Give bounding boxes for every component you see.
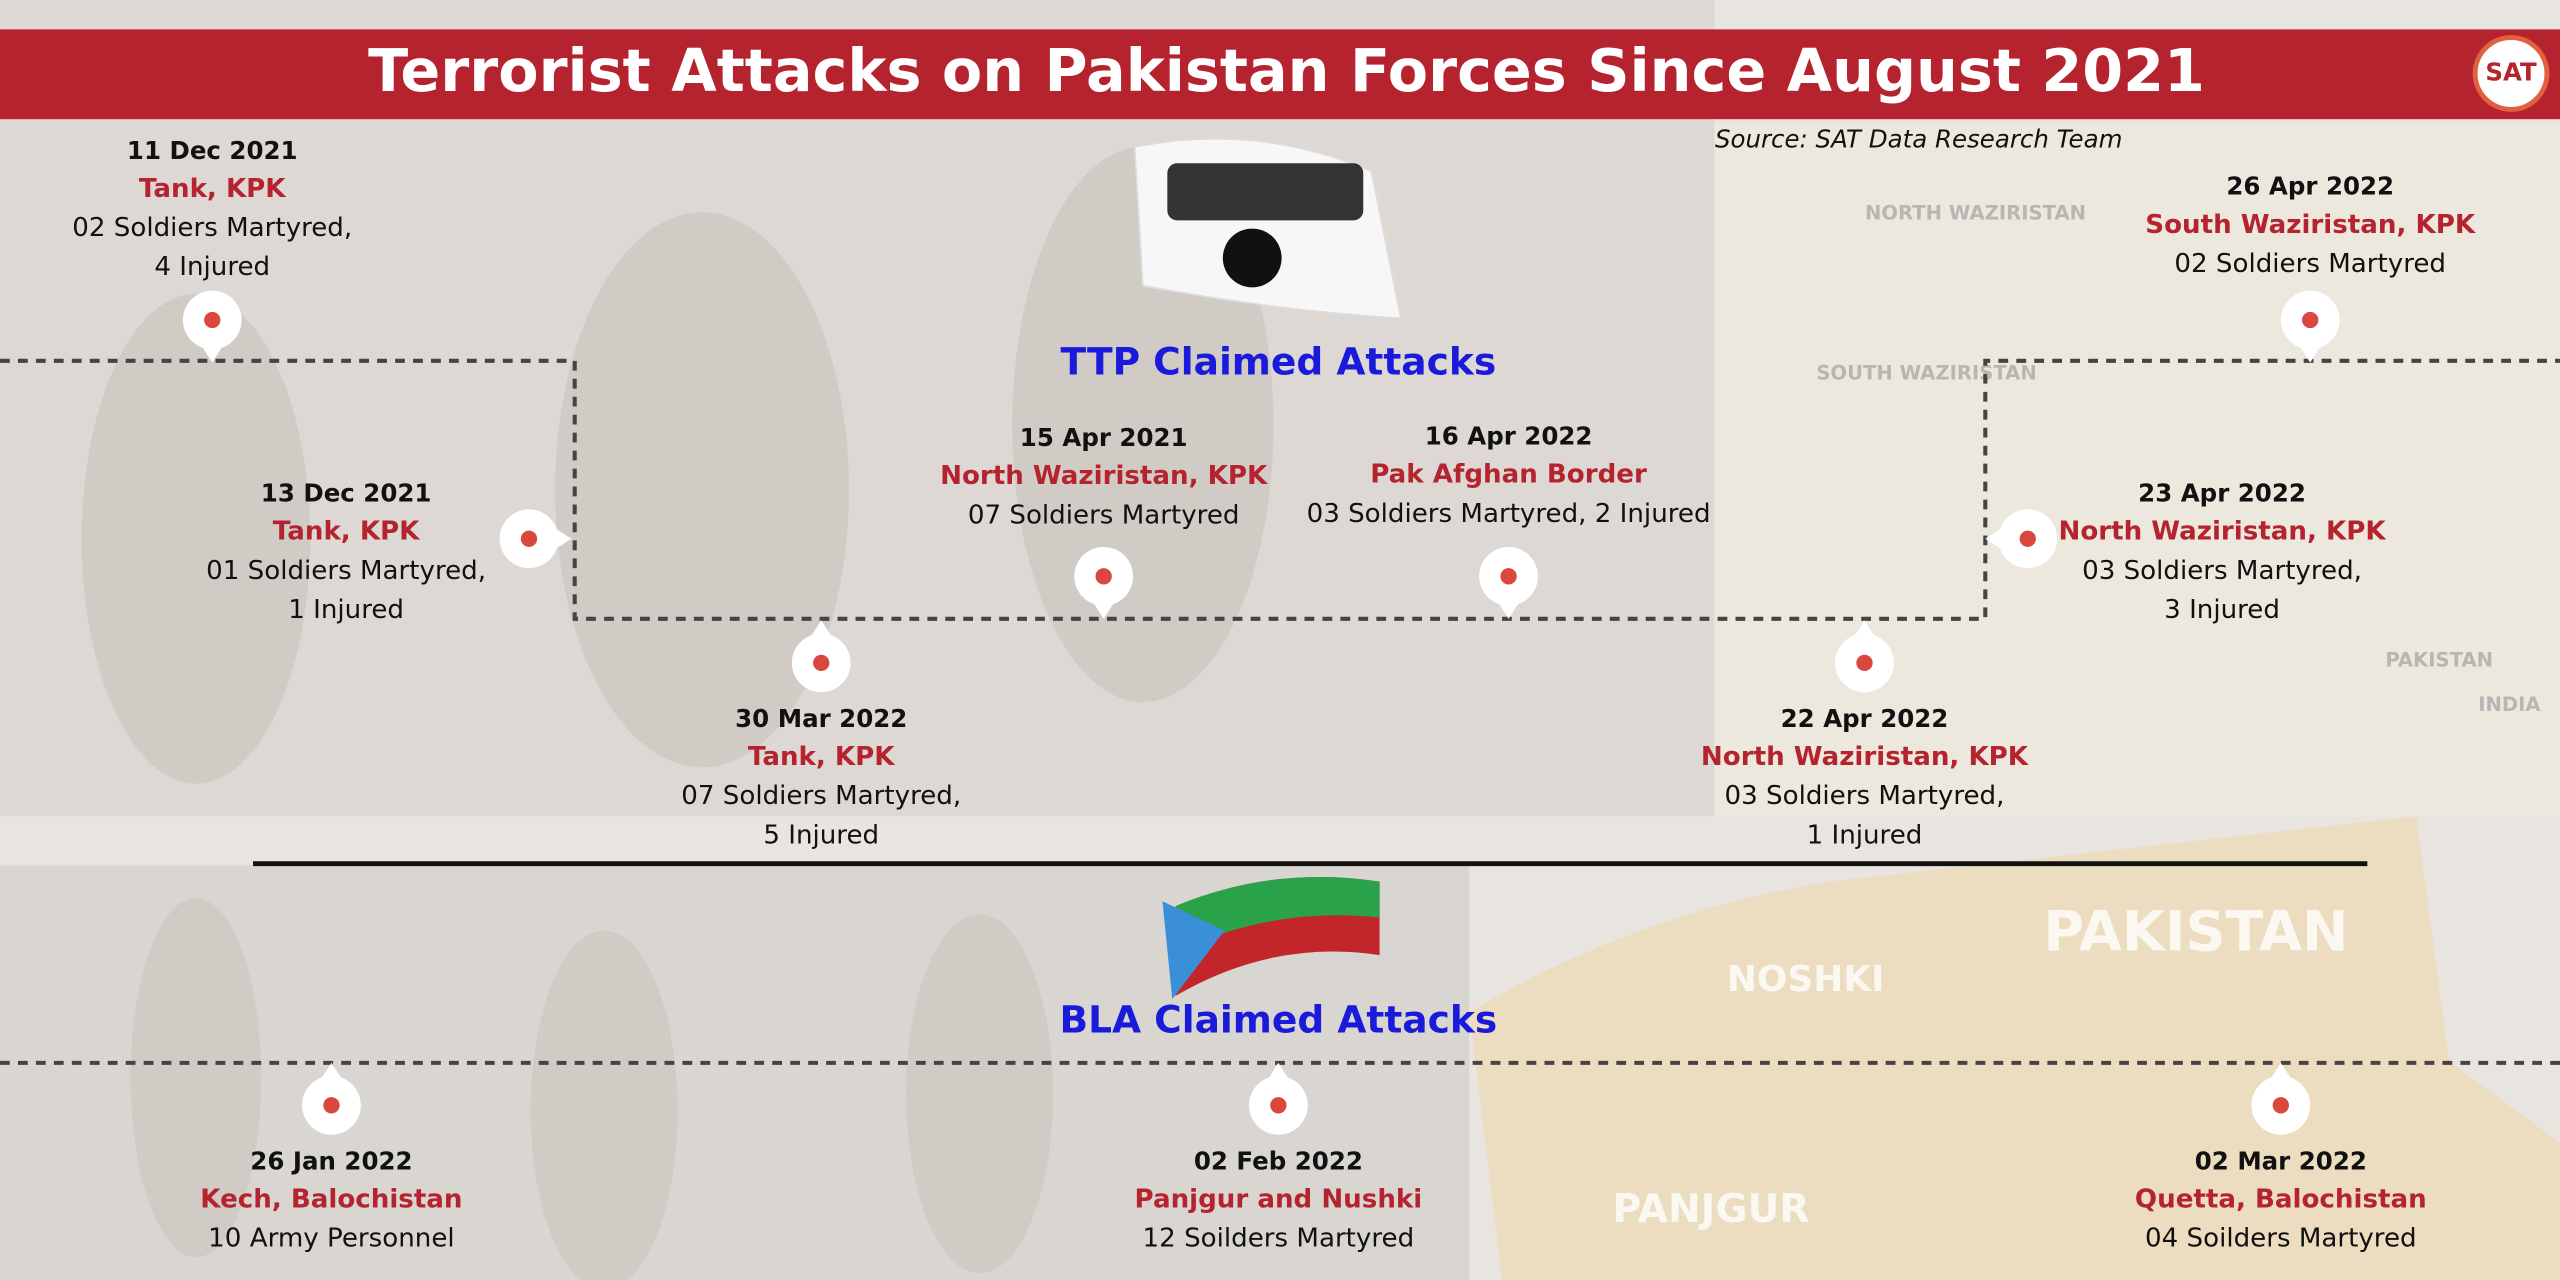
- map-label: PAKISTAN: [2385, 649, 2493, 672]
- map-bottom: [1469, 816, 2560, 1280]
- event-detail: 3 Injured: [2164, 595, 2280, 625]
- title: Terrorist Attacks on Pakistan Forces Sin…: [368, 36, 2205, 105]
- event-location: Pak Afghan Border: [1370, 460, 1647, 490]
- section-label: BLA Claimed Attacks: [1060, 998, 1498, 1042]
- event-detail: 4 Injured: [154, 252, 270, 282]
- event-detail: 01 Soldiers Martyred,: [206, 556, 486, 586]
- pin-dot: [1270, 1097, 1287, 1114]
- event-date: 15 Apr 2021: [1020, 423, 1188, 452]
- event-detail: 07 Soldiers Martyred,: [681, 781, 961, 811]
- pin-dot: [2302, 311, 2319, 329]
- event-location: Kech, Balochistan: [200, 1184, 462, 1214]
- event-detail: 12 Soilders Martyred: [1143, 1224, 1415, 1254]
- event-detail: 02 Soldiers Martyred: [2174, 249, 2446, 279]
- event-detail: 07 Soldiers Martyred: [968, 500, 1240, 530]
- event-location: Tank, KPK: [139, 174, 287, 204]
- logo: [2472, 35, 2550, 112]
- event-location: Panjgur and Nushki: [1135, 1184, 1423, 1214]
- pin-dot: [1856, 654, 1873, 672]
- event-location: Tank, KPK: [748, 742, 896, 772]
- map-label: PAKISTAN: [2043, 900, 2348, 965]
- event-detail: 03 Soldiers Martyred,: [2082, 556, 2362, 586]
- bla-flag-green: [1175, 876, 1380, 952]
- event-date: 13 Dec 2021: [261, 479, 432, 508]
- section-label: TTP Claimed Attacks: [1061, 340, 1497, 384]
- pin-dot: [2272, 1097, 2289, 1114]
- event-detail: 1 Injured: [288, 595, 404, 625]
- map-label: NORTH WAZIRISTAN: [1865, 201, 2086, 224]
- event-location: North Waziristan, KPK: [2058, 517, 2387, 547]
- event-date: 02 Mar 2022: [2195, 1146, 2367, 1175]
- pin-dot: [1095, 568, 1112, 585]
- event-detail: 02 Soldiers Martyred,: [72, 213, 352, 243]
- event-date: 23 Apr 2022: [2138, 479, 2306, 508]
- event-detail: 1 Injured: [1807, 820, 1923, 850]
- event-location: South Waziristan, KPK: [2145, 210, 2477, 240]
- event-location: North Waziristan, KPK: [1701, 742, 2030, 772]
- event-detail: 03 Soldiers Martyred,: [1725, 781, 2005, 811]
- event-location: Tank, KPK: [273, 517, 421, 547]
- event-detail: 03 Soldiers Martyred, 2 Injured: [1307, 499, 1711, 529]
- pin-dot: [520, 530, 538, 547]
- map-top: [1714, 122, 2560, 817]
- map-label: INDIA: [2478, 693, 2541, 716]
- event-date: 22 Apr 2022: [1781, 704, 1949, 733]
- pin-dot: [813, 654, 830, 672]
- flag-script: [1167, 163, 1364, 221]
- event-date: 02 Feb 2022: [1194, 1146, 1363, 1175]
- pin-dot: [2019, 530, 2036, 547]
- pin-dot: [323, 1097, 340, 1114]
- pin-dot: [204, 311, 221, 329]
- flag-seal: [1222, 228, 1282, 288]
- event-location: Quetta, Balochistan: [2135, 1184, 2427, 1214]
- event-date: 16 Apr 2022: [1425, 422, 1593, 451]
- event-location: North Waziristan, KPK: [940, 461, 1269, 491]
- map-label: PANJGUR: [1613, 1187, 1810, 1232]
- event-date: 11 Dec 2021: [127, 136, 298, 165]
- event-detail: 10 Army Personnel: [208, 1224, 454, 1254]
- event-detail: 5 Injured: [763, 820, 879, 850]
- source: Source: SAT Data Research Team: [1715, 124, 2122, 153]
- event-date: 26 Apr 2022: [2226, 172, 2394, 201]
- header-bar: [0, 29, 2560, 120]
- event-detail: 04 Soilders Martyred: [2145, 1224, 2417, 1254]
- pin-dot: [1500, 568, 1517, 585]
- event-date: 30 Mar 2022: [735, 704, 907, 733]
- map-label: SOUTH WAZIRISTAN: [1816, 361, 2036, 384]
- map-label: NOSHKI: [1727, 959, 1885, 1000]
- bla-flag-blue: [1162, 901, 1225, 1000]
- logo-text: SAT: [2485, 57, 2537, 86]
- event-date: 26 Jan 2022: [250, 1146, 412, 1175]
